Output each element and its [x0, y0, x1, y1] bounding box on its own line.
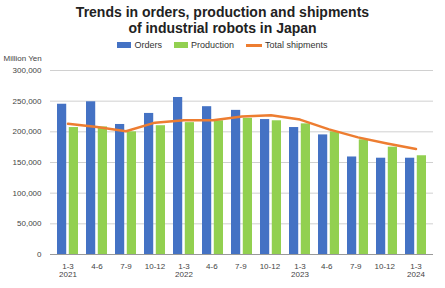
- svg-text:1-32021: 1-32021: [59, 262, 77, 279]
- svg-text:1-32024: 1-32024: [407, 262, 425, 279]
- svg-text:7-9: 7-9: [235, 262, 249, 271]
- svg-text:1-32023: 1-32023: [291, 262, 309, 279]
- svg-text:10-12: 10-12: [260, 262, 283, 271]
- svg-text:50,000: 50,000: [17, 219, 42, 228]
- svg-text:250,000: 250,000: [13, 97, 42, 106]
- html-text:Total shipments: Total shipments: [265, 40, 328, 50]
- html-text:Trends in orders, production a: Trends in orders, production and shipmen…: [75, 4, 370, 36]
- svg-text:1-32022: 1-32022: [175, 262, 193, 279]
- svg-text:150,000: 150,000: [13, 158, 42, 167]
- svg-text:0: 0: [37, 250, 42, 259]
- svg-text:10-12: 10-12: [375, 262, 400, 271]
- svg-text:4-6: 4-6: [206, 262, 220, 271]
- svg-text:300,000: 300,000: [13, 66, 42, 75]
- svg-text:4-6: 4-6: [321, 262, 337, 271]
- svg-text:200,000: 200,000: [13, 127, 42, 136]
- html-text:Production: Production: [191, 40, 234, 50]
- svg-text:7-9: 7-9: [120, 262, 132, 271]
- svg-text:4-6: 4-6: [91, 262, 103, 271]
- svg-text:10-12: 10-12: [145, 262, 166, 271]
- svg-text:100,000: 100,000: [13, 189, 42, 198]
- svg-text:Million Yen: Million Yen: [4, 54, 42, 63]
- html-text:Orders: Orders: [134, 40, 162, 50]
- svg-text:7-9: 7-9: [350, 262, 366, 271]
